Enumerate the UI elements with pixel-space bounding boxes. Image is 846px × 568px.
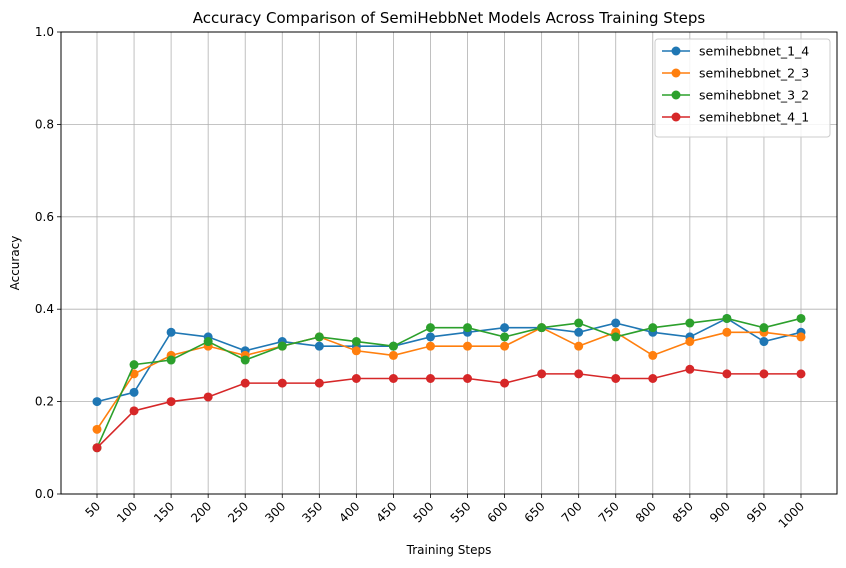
legend-item: semihebbnet_3_2	[662, 88, 809, 103]
data-point	[277, 341, 287, 351]
legend: semihebbnet_1_4 semihebbnet_2_3 semihebbne…	[654, 38, 831, 138]
data-point	[537, 369, 547, 379]
y-axis-label: Accuracy	[8, 236, 22, 291]
data-point	[351, 346, 361, 356]
data-point	[500, 378, 510, 388]
data-point	[648, 323, 658, 333]
data-point	[388, 350, 398, 360]
data-point	[129, 387, 139, 397]
series-line	[96, 326, 802, 430]
data-point	[92, 397, 102, 407]
data-point	[203, 337, 213, 347]
data-point	[129, 360, 139, 370]
data-point	[463, 341, 473, 351]
data-point	[463, 323, 473, 333]
data-point	[685, 318, 695, 328]
data-point	[314, 332, 324, 342]
data-point	[129, 406, 139, 416]
data-point	[685, 364, 695, 374]
data-point	[722, 369, 732, 379]
series-layer	[92, 313, 806, 453]
data-point	[166, 355, 176, 365]
series-line	[96, 317, 802, 449]
y-axis-ticks: 0.0 0.2 0.4 0.6 0.8 1.0	[35, 25, 61, 501]
data-point	[574, 341, 584, 351]
data-point	[574, 327, 584, 337]
data-point	[685, 337, 695, 347]
legend-item: semihebbnet_4_1	[662, 110, 809, 125]
series-line	[96, 317, 802, 403]
legend-label: semihebbnet_2_3	[699, 66, 809, 81]
data-point	[425, 332, 435, 342]
legend-swatch-marker	[671, 46, 681, 56]
data-point	[425, 341, 435, 351]
chart-title: Accuracy Comparison of SemiHebbNet Model…	[193, 9, 706, 27]
data-point	[500, 332, 510, 342]
data-point	[796, 332, 806, 342]
data-point	[277, 378, 287, 388]
data-point	[92, 424, 102, 434]
y-tick-label: 0.4	[35, 302, 54, 316]
data-point	[796, 369, 806, 379]
data-point	[648, 350, 658, 360]
data-point	[574, 318, 584, 328]
data-point	[92, 443, 102, 453]
data-point	[759, 337, 769, 347]
legend-box	[654, 38, 831, 138]
y-tick-label: 0.8	[35, 117, 54, 131]
data-point	[648, 374, 658, 383]
data-point	[463, 374, 473, 383]
legend-swatch-marker	[671, 90, 681, 100]
data-point	[240, 378, 250, 388]
data-point	[537, 323, 547, 333]
data-point	[500, 341, 510, 351]
grid-lines	[61, 31, 837, 495]
data-point	[203, 392, 213, 402]
legend-item: semihebbnet_1_4	[662, 44, 809, 59]
y-tick-label: 0.2	[35, 395, 54, 409]
data-point	[574, 369, 584, 379]
data-point	[388, 341, 398, 351]
legend-item: semihebbnet_2_3	[662, 66, 809, 81]
data-point	[500, 323, 510, 333]
series-semihebbnet_4_1	[92, 364, 806, 453]
data-point	[166, 397, 176, 407]
legend-label: semihebbnet_1_4	[699, 44, 809, 59]
data-point	[425, 374, 435, 383]
data-point	[351, 337, 361, 347]
y-tick-label: 1.0	[35, 25, 54, 39]
data-point	[166, 327, 176, 337]
series-line	[96, 368, 801, 449]
data-point	[759, 323, 769, 333]
data-point	[611, 374, 621, 383]
legend-swatch-marker	[671, 68, 681, 78]
data-point	[722, 313, 732, 323]
data-point	[722, 327, 732, 337]
data-point	[314, 378, 324, 388]
data-point	[314, 341, 324, 351]
legend-swatch-marker	[671, 112, 681, 122]
data-point	[796, 313, 806, 323]
data-point	[351, 374, 361, 383]
series-semihebbnet_3_2	[92, 313, 806, 453]
x-axis-label: Training Steps	[406, 543, 492, 557]
data-point	[388, 374, 398, 383]
legend-label: semihebbnet_3_2	[699, 88, 809, 103]
plot-frame	[60, 31, 838, 495]
data-point	[759, 369, 769, 379]
data-point	[425, 323, 435, 333]
legend-label: semihebbnet_4_1	[699, 110, 809, 125]
y-tick-label: 0.6	[35, 210, 54, 224]
data-point	[611, 318, 621, 328]
data-point	[611, 332, 621, 342]
data-point	[240, 355, 250, 365]
y-tick-label: 0.0	[35, 487, 54, 501]
